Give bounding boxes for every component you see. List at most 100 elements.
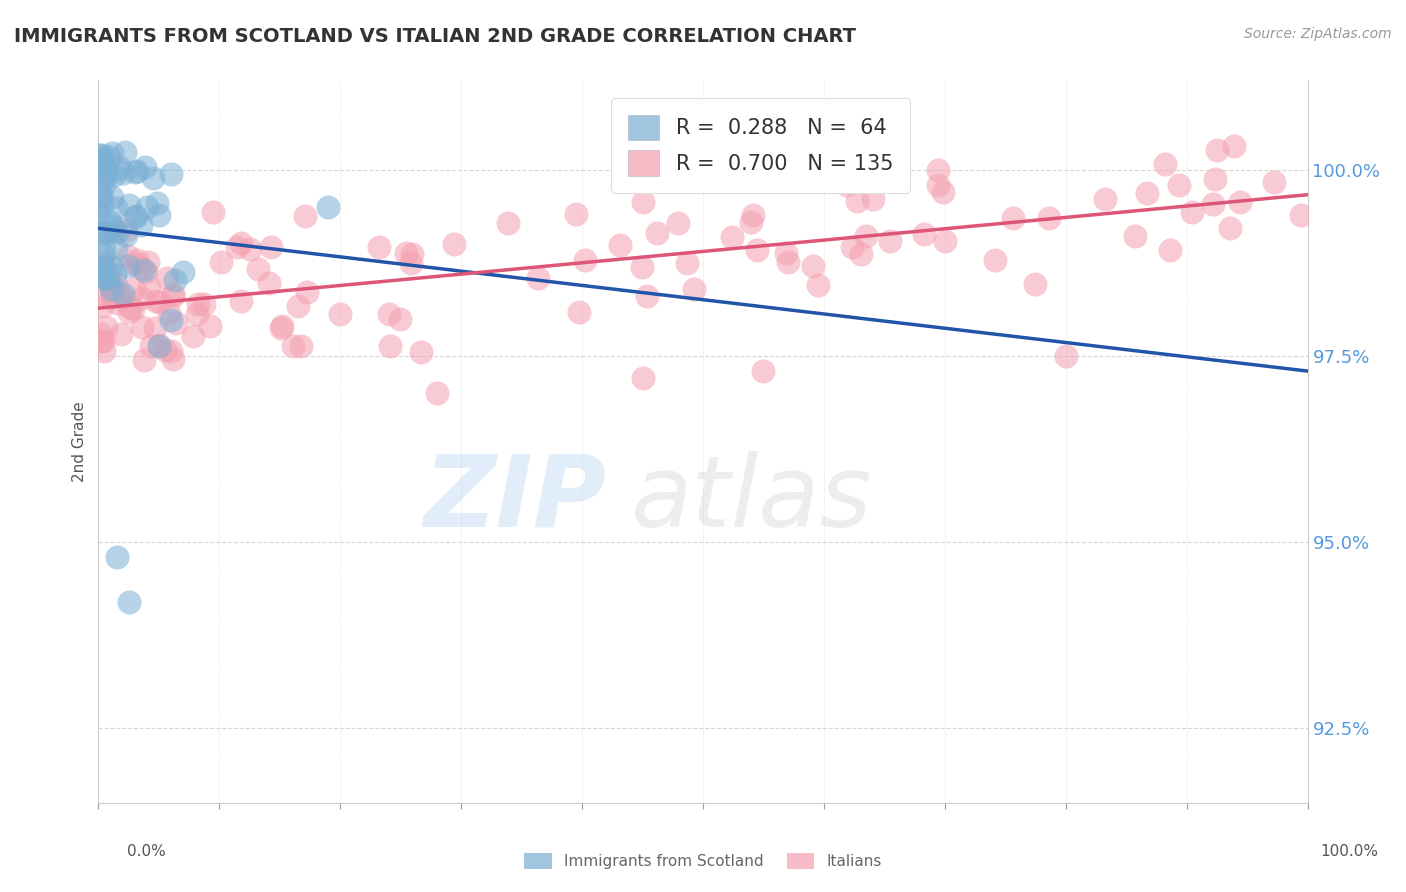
Point [368, 240, 391, 254]
Point [846, 194, 869, 209]
Point [496, 216, 519, 230]
Point [1153, 157, 1175, 171]
Point [721, 230, 744, 244]
Point [91, 171, 114, 186]
Point [110, 326, 132, 341]
Point [231, 235, 253, 250]
Point [100, 145, 122, 160]
Point [1204, 172, 1226, 186]
Point [380, 339, 402, 353]
Legend: Immigrants from Scotland, Italians: Immigrants from Scotland, Italians [519, 847, 887, 875]
Point [1159, 243, 1181, 257]
Text: IMMIGRANTS FROM SCOTLAND VS ITALIAN 2ND GRADE CORRELATION CHART: IMMIGRANTS FROM SCOTLAND VS ITALIAN 2ND … [14, 27, 856, 45]
Point [609, 237, 631, 252]
Point [631, 195, 654, 210]
Point [87, 206, 110, 220]
Point [1229, 194, 1251, 209]
Point [675, 256, 697, 270]
Text: ZIP: ZIP [423, 450, 606, 548]
Point [114, 145, 136, 159]
Point [912, 227, 935, 241]
Point [129, 218, 152, 232]
Point [574, 252, 596, 267]
Point [1125, 229, 1147, 244]
Point [807, 278, 830, 293]
Point [316, 200, 339, 214]
Point [426, 386, 449, 401]
Point [378, 307, 401, 321]
Point [98, 278, 121, 293]
Point [186, 307, 208, 321]
Point [97, 271, 120, 285]
Point [932, 186, 955, 200]
Point [162, 289, 184, 303]
Point [776, 255, 799, 269]
Point [825, 148, 848, 162]
Point [239, 242, 262, 256]
Point [409, 344, 432, 359]
Point [118, 197, 141, 211]
Point [138, 280, 160, 294]
Point [132, 352, 155, 367]
Point [105, 201, 128, 215]
Point [752, 364, 775, 378]
Point [101, 219, 124, 234]
Point [1219, 221, 1241, 235]
Point [156, 271, 179, 285]
Point [131, 291, 153, 305]
Point [155, 343, 177, 357]
Point [401, 246, 423, 260]
Point [111, 165, 134, 179]
Point [287, 299, 309, 313]
Point [851, 246, 873, 260]
Point [104, 268, 127, 282]
Point [225, 240, 247, 254]
Point [260, 240, 283, 254]
Point [718, 154, 741, 169]
Point [143, 320, 166, 334]
Point [107, 296, 129, 310]
Point [94, 165, 117, 179]
Point [165, 273, 187, 287]
Point [202, 204, 225, 219]
Point [146, 196, 169, 211]
Point [94, 269, 117, 284]
Point [1001, 211, 1024, 225]
Point [132, 262, 155, 277]
Point [329, 307, 352, 321]
Point [172, 265, 194, 279]
Point [198, 318, 221, 333]
Point [294, 209, 316, 223]
Point [1263, 175, 1285, 189]
Point [666, 216, 689, 230]
Point [103, 223, 125, 237]
Point [129, 260, 152, 274]
Point [934, 234, 956, 248]
Point [835, 178, 858, 192]
Point [165, 316, 187, 330]
Point [246, 261, 269, 276]
Point [148, 337, 170, 351]
Point [97, 226, 120, 240]
Point [87, 205, 110, 219]
Point [90, 326, 112, 341]
Point [160, 343, 183, 358]
Point [122, 282, 145, 296]
Point [91, 198, 114, 212]
Point [93, 159, 115, 173]
Text: atlas: atlas [630, 450, 872, 548]
Point [124, 165, 146, 179]
Text: 100.0%: 100.0% [1320, 845, 1378, 859]
Point [105, 549, 128, 564]
Point [87, 260, 110, 275]
Point [775, 245, 797, 260]
Point [209, 255, 232, 269]
Point [160, 313, 183, 327]
Point [105, 277, 128, 291]
Point [149, 294, 172, 309]
Point [927, 162, 949, 177]
Point [90, 255, 112, 269]
Point [111, 287, 134, 301]
Point [740, 215, 762, 229]
Point [91, 270, 114, 285]
